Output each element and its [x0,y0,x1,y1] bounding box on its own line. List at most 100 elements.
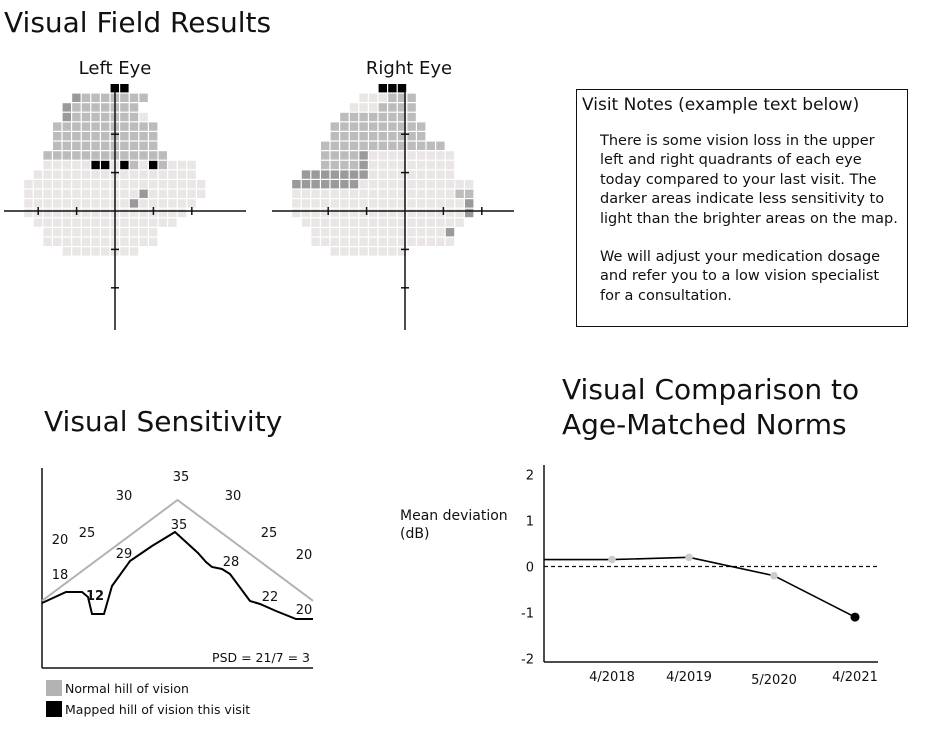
field-cell [187,160,196,170]
right-eye-label: Right Eye [365,58,453,79]
field-cell [407,151,416,160]
field-cell [426,160,435,170]
field-cell [91,151,100,160]
field-cell [139,208,148,218]
field-cell [407,189,416,198]
field-cell [321,199,330,208]
field-cell [455,218,464,227]
field-cell [397,132,407,141]
field-cell [149,132,158,141]
field-cell [81,189,91,198]
field-cell [397,237,407,246]
field-cell [101,103,110,112]
field-cell [397,218,407,227]
mapped-hill-data-label: 12 [86,589,104,604]
field-cell [62,180,71,189]
field-cell [417,141,426,150]
field-cell [292,208,301,218]
field-cell [149,170,158,179]
field-cell [91,103,100,112]
field-cell [110,84,119,93]
field-cell [149,199,158,208]
field-cell [378,218,387,227]
field-cell [24,208,33,218]
field-cell [187,189,196,198]
field-cell [43,170,52,179]
field-cell [62,132,71,141]
field-cell [397,151,407,160]
field-cell [81,112,91,122]
field-cell [378,132,387,141]
field-cell [62,122,71,131]
field-cell [311,218,320,227]
field-cell [81,170,91,179]
md-x-tick-label: 5/2020 [751,673,797,688]
field-cell [388,141,397,150]
field-cell [426,170,435,179]
field-cell [349,247,359,256]
field-cell [359,122,368,131]
field-cell [301,170,311,179]
field-cell [349,103,359,112]
field-cell [388,103,397,112]
field-cell [340,199,349,208]
field-cell [407,141,416,150]
field-cell [91,199,100,208]
field-cell [91,160,100,170]
field-cell [321,141,330,150]
field-cell [388,218,397,227]
field-cell [426,237,435,246]
field-cell [62,199,71,208]
field-cell [72,93,81,102]
visit-notes-paragraph: There is some vision loss in the upper l… [600,133,898,227]
mean-deviation-chart: 2 1 0 -1 -2 4/2018 4/2019 5/2020 4/2021 [521,465,878,688]
field-cell [24,199,33,208]
field-cell [197,189,206,198]
field-cell [91,208,100,218]
field-cell [436,189,445,198]
field-cell [33,199,43,208]
field-cell [168,199,177,208]
field-cell [349,189,359,198]
field-cell [139,151,148,160]
field-cell [81,237,91,246]
field-cell [91,237,100,246]
field-cell [445,170,455,179]
field-cell [340,228,349,237]
field-cell [62,189,71,198]
field-cell [197,180,206,189]
field-cell [397,180,407,189]
field-cell [53,228,62,237]
field-cell [311,189,320,198]
field-cell [101,122,110,131]
field-cell [72,228,81,237]
field-cell [359,228,368,237]
field-cell [321,160,330,170]
field-cell [72,199,81,208]
field-cell [397,84,407,93]
field-cell [397,189,407,198]
field-cell [129,122,139,131]
field-cell [407,180,416,189]
field-cell [378,237,387,246]
field-cell [407,237,416,246]
field-cell [378,112,387,122]
field-cell [120,112,129,122]
field-cell [129,93,139,102]
field-cell [120,103,129,112]
field-cell [139,237,148,246]
field-cell [417,237,426,246]
field-cell [43,218,52,227]
field-cell [330,160,339,170]
field-cell [388,84,397,93]
field-cell [53,160,62,170]
field-cell [445,208,455,218]
field-cell [407,103,416,112]
psd-annotation: PSD = 21/7 = 3 [212,650,310,665]
field-cell [436,160,445,170]
field-cell [330,208,339,218]
field-cell [359,199,368,208]
md-data-point [770,571,778,580]
field-cell [445,218,455,227]
field-cell [301,199,311,208]
